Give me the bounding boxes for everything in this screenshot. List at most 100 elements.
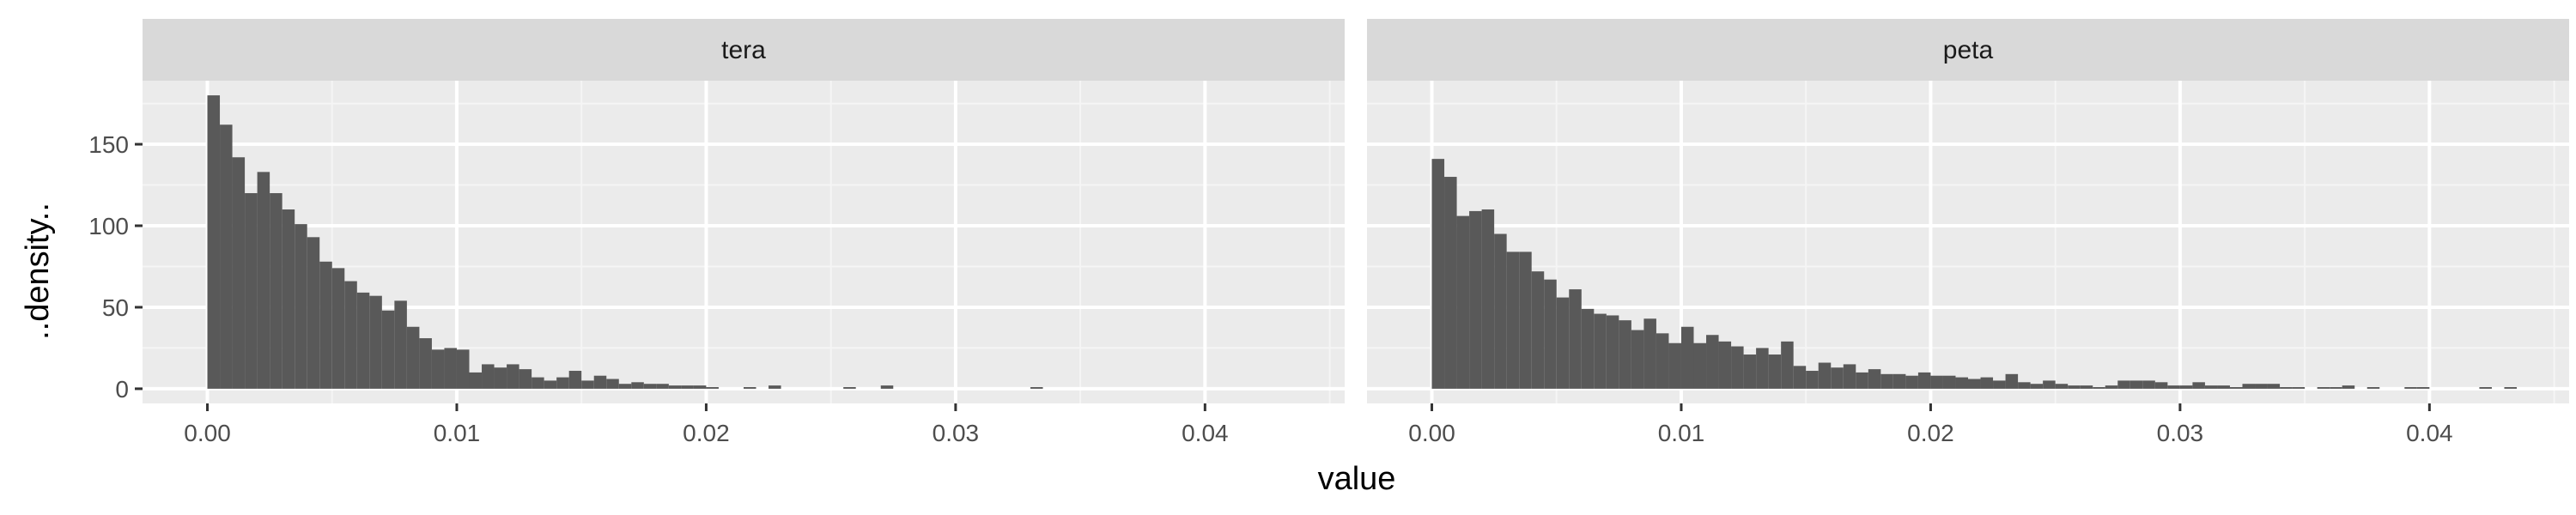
histogram-bar [2416, 387, 2430, 389]
histogram-bar [1643, 318, 1656, 389]
histogram-bar [1693, 342, 1707, 389]
y-tick-label: 0 [115, 376, 129, 403]
histogram-bar [1594, 313, 1607, 389]
histogram-bar [1581, 308, 1595, 389]
histogram-bar [2317, 387, 2330, 389]
histogram-bar [431, 349, 445, 389]
histogram-bar [1880, 373, 1893, 389]
y-tick-label: 50 [102, 294, 129, 321]
histogram-bar [631, 382, 644, 389]
histogram-bar [1980, 377, 1994, 389]
histogram-bar [1743, 354, 1757, 389]
histogram-bar [2105, 385, 2118, 389]
x-tick-label: 0.01 [1658, 420, 1705, 446]
histogram-bar [2479, 387, 2492, 389]
histogram-bar [2043, 380, 2056, 389]
histogram-bar [1868, 369, 1881, 389]
histogram-bar [618, 384, 632, 389]
histogram-bar [1806, 371, 1819, 389]
histogram-bar [2142, 380, 2155, 389]
histogram-bar [1993, 380, 2006, 389]
histogram-bar [643, 384, 657, 389]
histogram-bar [2204, 385, 2218, 389]
histogram-bar [706, 387, 719, 389]
histogram-bar [880, 385, 894, 389]
histogram-bar [2255, 384, 2268, 389]
histogram-bar [344, 281, 357, 389]
histogram-bar [2154, 382, 2168, 389]
histogram-bar [2504, 387, 2518, 389]
y-tick-label: 150 [88, 131, 129, 158]
x-axis-title: value [1318, 461, 1396, 497]
histogram-bar [1556, 297, 1570, 389]
histogram-bar [1818, 362, 1832, 389]
x-tick-label: 0.03 [2157, 420, 2204, 446]
histogram-bar [1606, 315, 1619, 389]
histogram-bar [2018, 382, 2031, 389]
histogram-bar [2192, 382, 2205, 389]
histogram-bar [2005, 373, 2019, 389]
histogram-bar [556, 377, 569, 389]
facet-strip-label: tera [721, 36, 766, 64]
histogram-bar [394, 300, 407, 389]
histogram-bar [1469, 210, 1482, 389]
histogram-bar [207, 95, 221, 389]
histogram-bar [1768, 354, 1782, 389]
histogram-bar [270, 193, 283, 389]
histogram-bar [307, 237, 320, 389]
histogram-bar [2117, 380, 2130, 389]
histogram-bar [2242, 384, 2256, 389]
histogram-bar [1718, 341, 1732, 389]
histogram-bar [1506, 251, 1520, 389]
facet-strip-label: peta [1943, 36, 1994, 64]
histogram-bar [1942, 375, 1956, 389]
histogram-bar [469, 372, 483, 389]
histogram-bar [369, 295, 382, 389]
histogram-bar [2342, 385, 2355, 389]
histogram-bar [532, 377, 544, 389]
histogram-bar [2055, 384, 2069, 389]
histogram-bar [444, 348, 457, 389]
histogram-bar [456, 349, 470, 389]
y-tick-label: 100 [88, 213, 129, 239]
histogram-bar [1531, 271, 1545, 389]
x-tick-label: 0.04 [1182, 420, 1229, 446]
histogram-bar [1843, 364, 1856, 389]
histogram-bar [1456, 215, 1470, 389]
histogram-bar [1668, 342, 1681, 389]
histogram-bar [331, 268, 345, 389]
histogram-bar [381, 310, 395, 389]
histogram-bar [1569, 289, 1582, 389]
histogram-bar [1481, 209, 1495, 389]
histogram-bar [2179, 385, 2193, 389]
x-tick-label: 0.04 [2406, 420, 2453, 446]
x-tick-label: 0.00 [184, 420, 231, 446]
histogram-bar [1968, 379, 1981, 389]
histogram-bar [1631, 330, 1644, 389]
histogram-bar [1431, 159, 1445, 389]
histogram-bar [2366, 387, 2380, 389]
histogram-bar [2267, 384, 2281, 389]
histogram-bar [2280, 387, 2293, 389]
histogram-bar [1680, 326, 1694, 389]
histogram-bar [419, 338, 432, 389]
histogram-bar [1544, 279, 1557, 389]
histogram-bar [319, 261, 332, 389]
histogram-bar [656, 384, 669, 389]
histogram-bar [2404, 387, 2417, 389]
histogram-bar [1519, 251, 1532, 389]
histogram-bar [2068, 385, 2081, 389]
histogram-bar [1656, 333, 1669, 389]
histogram-bar [295, 224, 307, 389]
x-tick-label: 0.03 [933, 420, 980, 446]
histogram-bar [1494, 233, 1507, 389]
y-axis: 0 50 100 150 [88, 131, 143, 403]
histogram-bar [282, 209, 295, 389]
histogram-bar [482, 364, 495, 389]
histogram-bar [681, 385, 694, 389]
histogram-bar [1444, 177, 1457, 389]
histogram-bar [220, 124, 233, 389]
histogram-bar [744, 387, 756, 389]
